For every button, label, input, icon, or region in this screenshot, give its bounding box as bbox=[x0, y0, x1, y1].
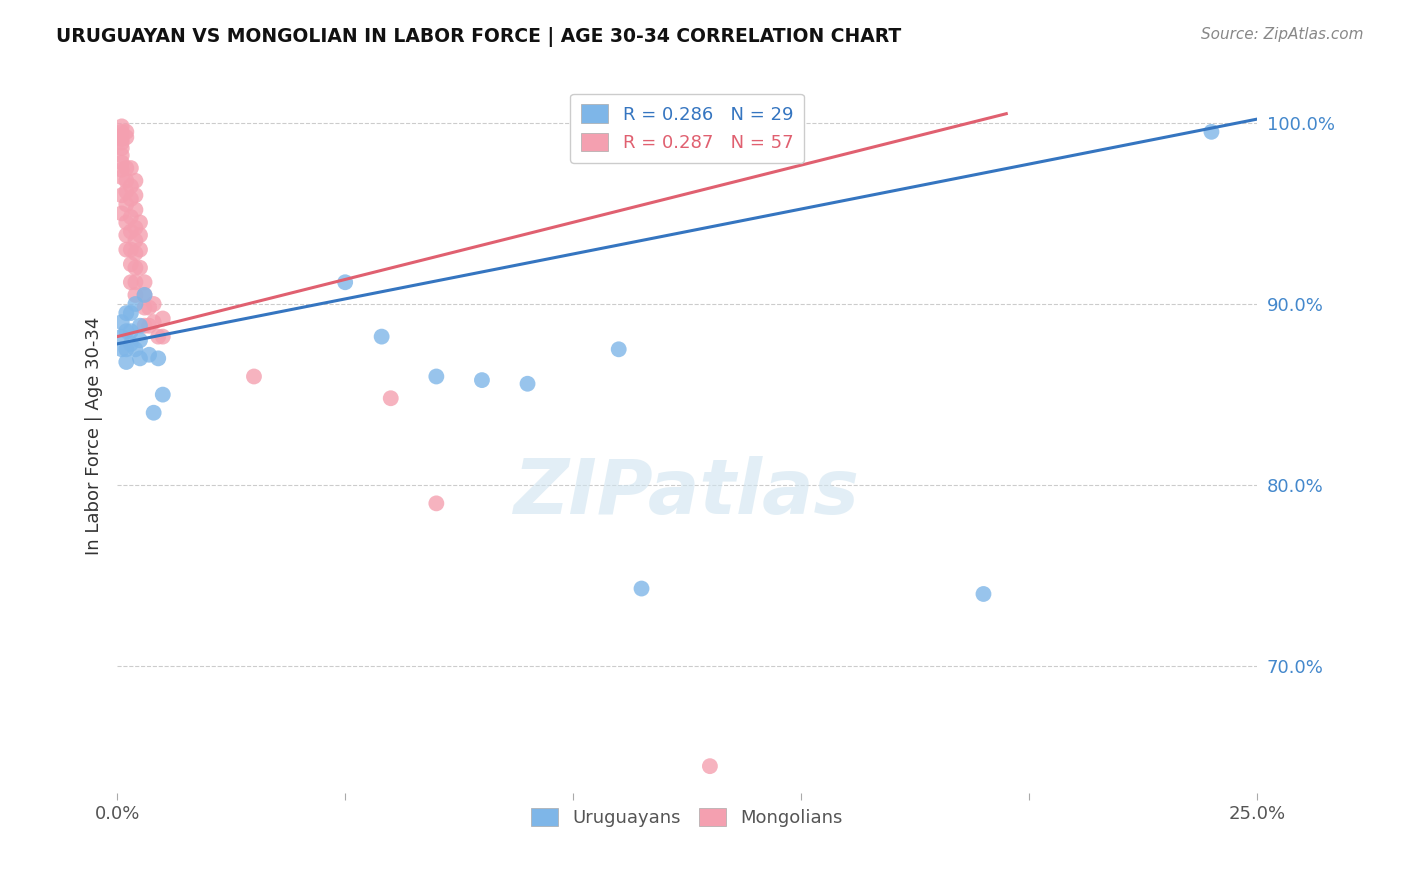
Point bbox=[115, 185, 138, 199]
Point bbox=[425, 496, 447, 510]
Point bbox=[972, 587, 994, 601]
Point bbox=[516, 376, 538, 391]
Point bbox=[115, 306, 138, 320]
Point bbox=[115, 197, 138, 211]
Point bbox=[142, 406, 165, 420]
Point bbox=[124, 234, 146, 248]
Point bbox=[142, 315, 165, 329]
Point bbox=[134, 288, 156, 302]
Point bbox=[333, 275, 356, 289]
Point bbox=[124, 188, 146, 202]
Point bbox=[120, 243, 142, 257]
Point bbox=[124, 288, 146, 302]
Point bbox=[138, 348, 160, 362]
Point bbox=[111, 206, 134, 220]
Point bbox=[115, 130, 138, 145]
Point bbox=[111, 155, 134, 169]
Point bbox=[124, 297, 146, 311]
Point bbox=[124, 343, 146, 357]
Text: ZIPatlas: ZIPatlas bbox=[515, 456, 860, 530]
Point bbox=[115, 355, 138, 369]
Point bbox=[120, 161, 142, 175]
Point bbox=[124, 202, 146, 217]
Point bbox=[120, 324, 142, 338]
Legend: Uruguayans, Mongolians: Uruguayans, Mongolians bbox=[524, 801, 851, 834]
Point bbox=[115, 343, 138, 357]
Point bbox=[152, 329, 174, 343]
Point bbox=[111, 136, 134, 150]
Point bbox=[471, 373, 494, 387]
Point bbox=[138, 318, 160, 333]
Point bbox=[111, 315, 134, 329]
Point bbox=[120, 275, 142, 289]
Point bbox=[129, 333, 152, 347]
Point bbox=[124, 246, 146, 260]
Point bbox=[148, 351, 170, 366]
Point bbox=[129, 228, 152, 243]
Point bbox=[370, 329, 392, 343]
Point bbox=[134, 275, 156, 289]
Point bbox=[142, 297, 165, 311]
Point bbox=[115, 174, 138, 188]
Point bbox=[134, 318, 156, 333]
Point bbox=[630, 582, 652, 596]
Point bbox=[380, 391, 402, 405]
Point bbox=[115, 125, 138, 139]
Point bbox=[111, 120, 134, 134]
Point bbox=[134, 288, 156, 302]
Point bbox=[115, 228, 138, 243]
Point bbox=[607, 343, 630, 357]
Point bbox=[124, 174, 146, 188]
Point bbox=[148, 329, 170, 343]
Point bbox=[115, 243, 138, 257]
Point bbox=[124, 275, 146, 289]
Point bbox=[120, 257, 142, 271]
Point bbox=[120, 179, 142, 194]
Point bbox=[1201, 125, 1223, 139]
Point bbox=[120, 225, 142, 239]
Point bbox=[111, 141, 134, 155]
Point bbox=[699, 759, 721, 773]
Point bbox=[111, 132, 134, 146]
Point bbox=[129, 215, 152, 229]
Point bbox=[111, 188, 134, 202]
Point bbox=[129, 243, 152, 257]
Point bbox=[129, 351, 152, 366]
Point bbox=[425, 369, 447, 384]
Point bbox=[124, 260, 146, 275]
Y-axis label: In Labor Force | Age 30-34: In Labor Force | Age 30-34 bbox=[86, 316, 103, 555]
Point bbox=[152, 311, 174, 326]
Point bbox=[243, 369, 266, 384]
Point bbox=[111, 148, 134, 162]
Point bbox=[111, 329, 134, 343]
Point bbox=[111, 162, 134, 177]
Point bbox=[129, 260, 152, 275]
Point bbox=[124, 220, 146, 235]
Text: Source: ZipAtlas.com: Source: ZipAtlas.com bbox=[1201, 27, 1364, 42]
Point bbox=[111, 343, 134, 357]
Point bbox=[120, 192, 142, 206]
Point bbox=[120, 337, 142, 351]
Point bbox=[111, 170, 134, 185]
Point bbox=[152, 387, 174, 401]
Point bbox=[129, 318, 152, 333]
Point bbox=[115, 161, 138, 175]
Point bbox=[120, 210, 142, 224]
Point bbox=[111, 125, 134, 139]
Text: URUGUAYAN VS MONGOLIAN IN LABOR FORCE | AGE 30-34 CORRELATION CHART: URUGUAYAN VS MONGOLIAN IN LABOR FORCE | … bbox=[56, 27, 901, 46]
Point bbox=[115, 324, 138, 338]
Point bbox=[115, 215, 138, 229]
Point bbox=[120, 306, 142, 320]
Point bbox=[138, 301, 160, 315]
Point bbox=[134, 301, 156, 315]
Point bbox=[111, 128, 134, 143]
